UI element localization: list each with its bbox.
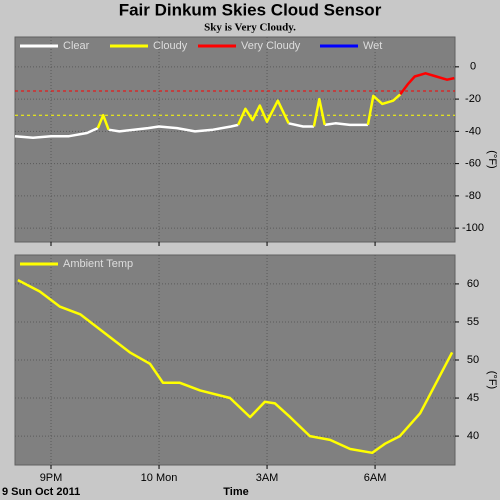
data-line (17, 278, 454, 455)
y-tick-label: 60 (467, 278, 479, 290)
data-line (96, 93, 402, 131)
data-line (399, 72, 455, 96)
y-tick-label: 55 (467, 316, 479, 328)
y-tick-label: -20 (465, 93, 481, 105)
y-tick-label: 45 (467, 392, 479, 404)
legend-label: Ambient Temp (63, 258, 133, 270)
x-tick-label: 6AM (364, 472, 387, 484)
legend-label: Wet (363, 40, 382, 52)
legend-label: Very Cloudy (241, 40, 301, 52)
date-label: 9 Sun Oct 2011 (2, 486, 80, 498)
y-tick-label: -60 (465, 158, 481, 170)
x-tick-label: 9PM (40, 472, 63, 484)
y-tick-label: 40 (467, 430, 479, 442)
y-tick-label: -80 (465, 190, 481, 202)
y-axis-label: (°F) (486, 371, 498, 389)
x-axis-label: Time (223, 486, 248, 498)
y-tick-label: 50 (467, 354, 479, 366)
y-tick-label: 0 (470, 61, 476, 73)
x-tick-label: 3AM (256, 472, 279, 484)
chart-subtitle: Sky is Very Cloudy. (204, 22, 296, 34)
data-line (14, 122, 368, 140)
legend-label: Cloudy (153, 40, 188, 52)
y-tick-label: -40 (465, 125, 481, 137)
plot-area (14, 36, 456, 243)
legend-label: Clear (63, 40, 90, 52)
y-axis-label: (°F) (486, 150, 498, 168)
chart-title: Fair Dinkum Skies Cloud Sensor (119, 0, 382, 19)
x-tick-label: 10 Mon (141, 472, 178, 484)
y-tick-label: -100 (462, 222, 484, 234)
